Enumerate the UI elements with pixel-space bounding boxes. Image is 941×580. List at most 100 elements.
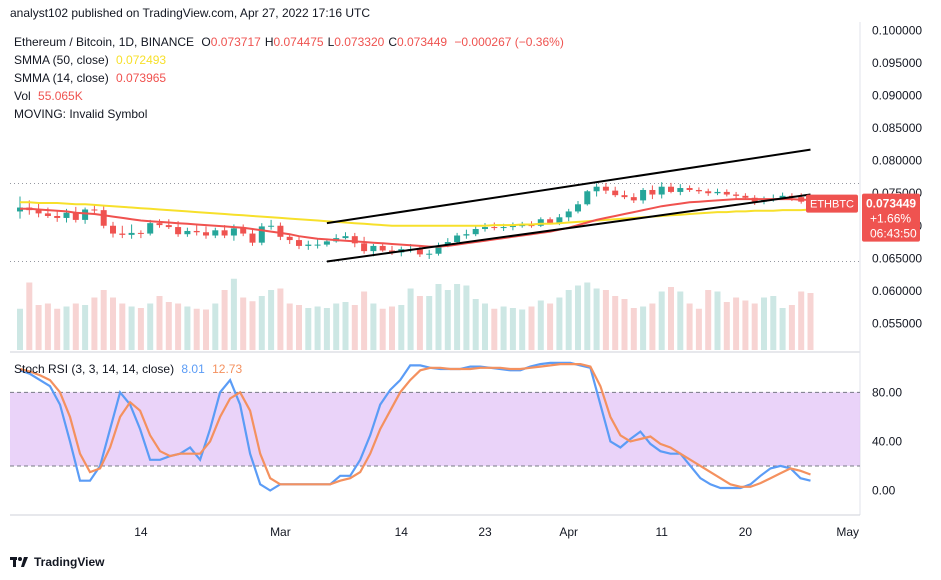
moving-legend[interactable]: MOVING: Invalid Symbol [14, 107, 147, 121]
sma50-label: SMMA (50, close) [14, 53, 109, 67]
volume-bar [230, 278, 237, 350]
ticker-text: ETHBTC [810, 199, 854, 211]
volume-bars [17, 278, 814, 350]
candle-body [35, 210, 42, 214]
candle-body [379, 245, 386, 251]
price-badge-countdown: 06:43:50 [870, 227, 917, 241]
volume-bar [128, 306, 135, 350]
candle-body [593, 186, 600, 192]
stoch-axis-label: 0.00 [872, 483, 896, 497]
candle-body [630, 197, 637, 201]
candle-body [165, 225, 172, 228]
candle-body [528, 225, 535, 227]
sma14-value: 0.073965 [116, 71, 167, 85]
volume-bar [156, 296, 163, 350]
candle-body [370, 245, 377, 252]
candle-body [612, 190, 619, 196]
volume-bar [221, 290, 228, 350]
candle-body [147, 223, 154, 234]
candle-body [723, 191, 730, 195]
candle-body [110, 225, 116, 234]
sma14-legend[interactable]: SMMA (14, close) 0.073965 [14, 71, 166, 85]
candle-body [742, 195, 749, 198]
candle-body [426, 253, 433, 255]
sma50-line [20, 201, 811, 227]
volume-bar [630, 308, 637, 350]
volume-bar [668, 287, 674, 350]
candle-body [565, 211, 572, 218]
stoch-axis-label: 40.00 [872, 434, 902, 448]
candle-body [119, 233, 126, 235]
candle-body [342, 236, 349, 239]
stoch-label: Stoch RSI (3, 3, 14, 14, close) [14, 362, 175, 376]
stoch-legend[interactable]: Stoch RSI (3, 3, 14, 14, close) 8.01 12.… [14, 362, 242, 376]
candle-body [677, 188, 684, 192]
candle-body [435, 245, 442, 254]
tradingview-footer[interactable]: TradingView [10, 555, 104, 569]
volume-bar [593, 288, 600, 350]
price-axis-label: 0.100000 [872, 24, 922, 38]
volume-bar [491, 308, 498, 350]
volume-bar [770, 296, 777, 350]
volume-bar [165, 302, 172, 350]
volume-bar [296, 305, 302, 350]
candle-body [72, 212, 79, 220]
candle-body [733, 194, 740, 196]
volume-bar [398, 305, 405, 350]
price-axis-label: 0.055000 [872, 316, 922, 330]
volume-bar [454, 284, 461, 350]
moving-label: MOVING: Invalid Symbol [14, 107, 148, 121]
sma50-legend[interactable]: SMMA (50, close) 0.072493 [14, 53, 166, 67]
volume-bar [82, 305, 89, 350]
candle-body [537, 219, 544, 226]
candle-body [658, 186, 665, 195]
candle-body [482, 227, 488, 230]
volume-bar [305, 308, 312, 350]
volume-bar [342, 302, 349, 350]
volume-bar [240, 297, 247, 350]
volume-bar [26, 282, 33, 350]
volume-bar [621, 299, 628, 350]
candle-body [63, 212, 70, 218]
volume-bar [444, 290, 451, 350]
candle-body [500, 227, 507, 229]
candle-body [286, 236, 293, 241]
volume-bar [723, 302, 730, 350]
candle-body [258, 226, 265, 243]
volume-bar [351, 305, 358, 350]
candle-body [491, 227, 498, 229]
volume-bar [677, 291, 684, 350]
volume-legend[interactable]: Vol 55.065K [14, 89, 83, 103]
time-axis-label: Mar [270, 525, 291, 539]
publish-header: analyst102 published on TradingView.com,… [10, 6, 371, 20]
volume-bar [416, 296, 423, 350]
footer-brand: TradingView [34, 555, 105, 569]
volume-bar [407, 288, 414, 350]
symbol-name: Ethereum / Bitcoin, 1D, BINANCE [14, 35, 195, 49]
candle-body [54, 215, 61, 218]
candle-body [314, 244, 321, 246]
price-axis-label: 0.090000 [872, 89, 922, 103]
ohlc-h: H0.074475 [264, 35, 324, 49]
volume-bar [175, 303, 182, 350]
candle-body [705, 191, 712, 194]
candle-body [221, 230, 228, 236]
channel-trendlines[interactable] [326, 148, 811, 263]
volume-bar [54, 308, 61, 350]
time-axis-label: 20 [739, 525, 753, 539]
price-axis-label: 0.060000 [872, 284, 922, 298]
volume-bar [91, 297, 98, 350]
channel-lower-line [326, 193, 811, 263]
stoch-k-value: 8.01 [181, 362, 205, 376]
volume-bar [184, 306, 191, 350]
symbol-legend[interactable]: Ethereum / Bitcoin, 1D, BINANCE O0.07371… [14, 35, 564, 49]
candle-body [584, 191, 591, 205]
volume-bar [472, 299, 479, 350]
volume-bar [500, 306, 507, 350]
candle-body [714, 191, 721, 194]
time-axis-label: 11 [655, 525, 668, 539]
volume-bar [35, 305, 42, 350]
volume-bar [705, 290, 712, 350]
volume-bar [370, 303, 377, 350]
